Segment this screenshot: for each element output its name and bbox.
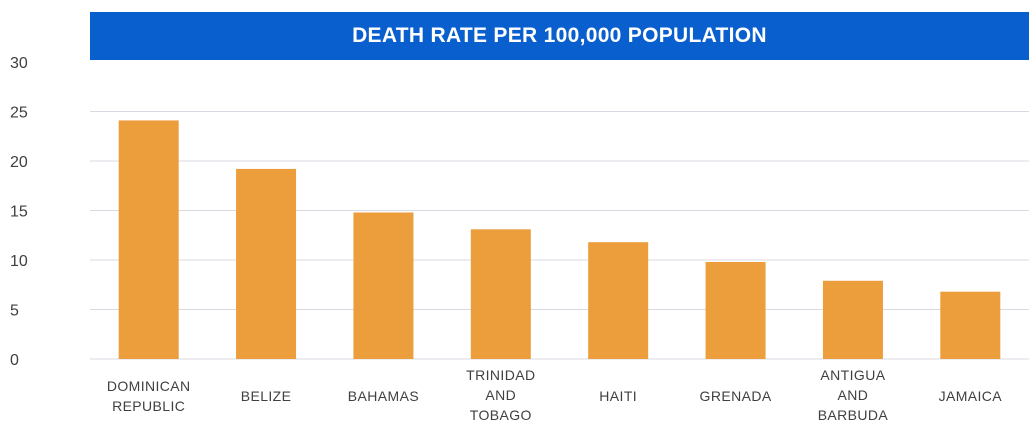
x-tick-label-line: ANTIGUA xyxy=(820,367,885,383)
x-axis-labels: DOMINICAN REPUBLIC BELIZE BAHAMAS TRINIDAD AN… xyxy=(107,367,1002,421)
x-tick-label-line: BELIZE xyxy=(241,388,292,404)
x-tick-label-line: BAHAMAS xyxy=(348,388,419,404)
y-tick-label: 0 xyxy=(10,352,19,369)
bar xyxy=(118,120,179,359)
x-tick-label-line: GRENADA xyxy=(700,388,772,404)
x-tick-label-line: TRINIDAD xyxy=(466,367,535,383)
x-tick-label: HAITI xyxy=(599,388,637,404)
gridlines xyxy=(90,111,1029,360)
bar xyxy=(940,291,1001,359)
x-tick-label: JAMAICA xyxy=(939,388,1003,404)
x-tick-label-line: HAITI xyxy=(599,388,637,404)
x-tick-label: ANTIGUA AND BARBUDA xyxy=(818,367,889,421)
bar xyxy=(236,168,297,359)
chart-title-bar: DEATH RATE PER 100,000 POPULATION xyxy=(90,12,1029,60)
y-axis-ticks: 0 5 10 15 20 25 30 xyxy=(10,55,28,369)
y-tick-label: 30 xyxy=(10,55,28,72)
bar xyxy=(705,261,766,359)
x-tick-label-line: DOMINICAN xyxy=(107,378,191,394)
x-tick-label: DOMINICAN REPUBLIC xyxy=(107,378,191,414)
bar xyxy=(822,280,883,359)
x-tick-label: TRINIDAD AND TOBAGO xyxy=(466,367,535,421)
x-tick-label: BELIZE xyxy=(241,388,292,404)
x-tick-label-line: TOBAGO xyxy=(470,407,532,421)
y-tick-label: 10 xyxy=(10,253,28,270)
x-tick-label-line: REPUBLIC xyxy=(112,398,185,414)
y-tick-label: 20 xyxy=(10,154,28,171)
x-tick-label-line: AND xyxy=(485,387,516,403)
bar xyxy=(470,229,531,359)
y-tick-label: 5 xyxy=(10,303,19,320)
bar xyxy=(588,242,649,359)
y-tick-label: 15 xyxy=(10,204,28,221)
bar xyxy=(353,212,414,359)
x-tick-label-line: JAMAICA xyxy=(939,388,1003,404)
x-tick-label: BAHAMAS xyxy=(348,388,419,404)
x-tick-label-line: AND xyxy=(838,387,869,403)
x-tick-label: GRENADA xyxy=(700,388,772,404)
x-tick-label-line: BARBUDA xyxy=(818,407,889,421)
chart-title: DEATH RATE PER 100,000 POPULATION xyxy=(352,24,767,47)
y-tick-label: 25 xyxy=(10,105,28,122)
bars xyxy=(118,120,1001,359)
